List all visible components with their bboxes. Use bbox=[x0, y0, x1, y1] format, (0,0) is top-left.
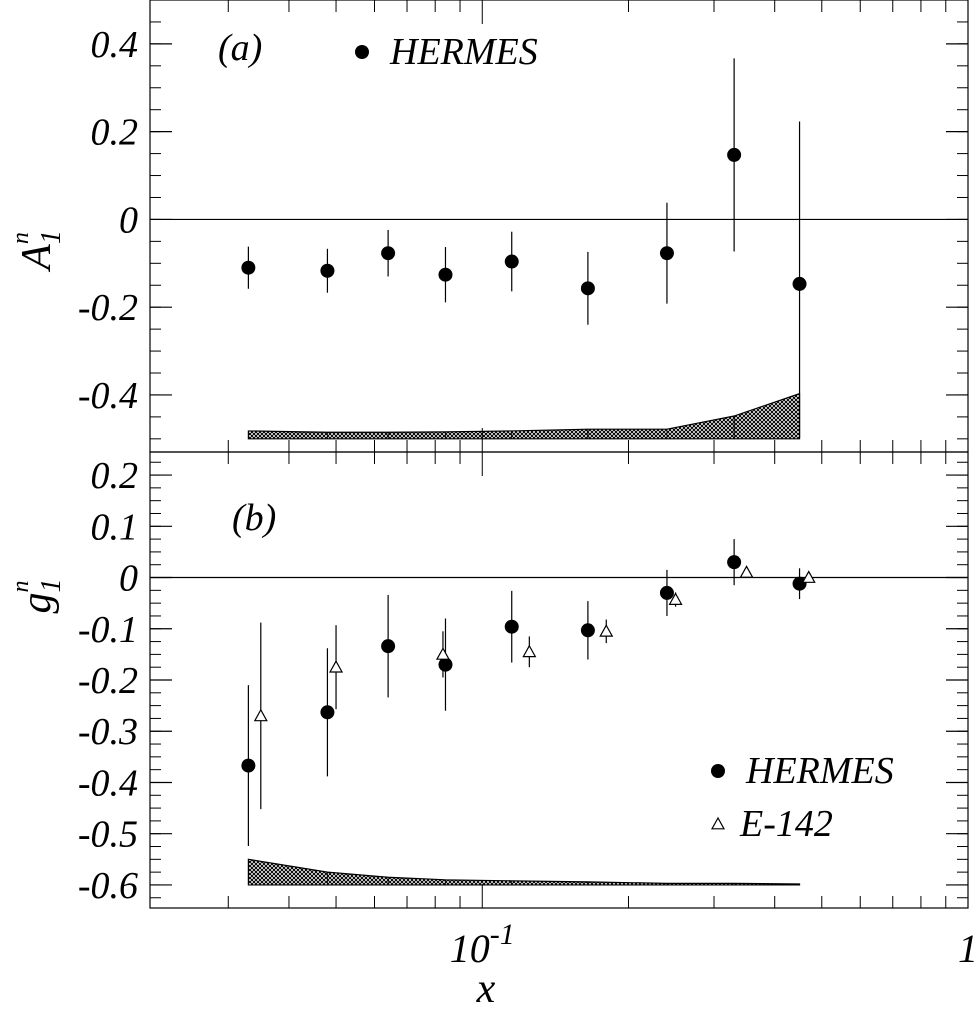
systematic-band bbox=[247, 392, 801, 440]
data-point-e142 bbox=[801, 570, 816, 583]
y-tick-label: 0.4 bbox=[91, 24, 139, 66]
data-point-e142 bbox=[599, 624, 614, 637]
y-axis-label-text: A1n bbox=[8, 230, 67, 273]
y-tick-label: 0 bbox=[119, 558, 138, 600]
text-labels: 0.4 0.2 0 -0.2 -0.4 HERMES (a) A1n 0.2 0.1 0 -0.1 -0… bbox=[8, 24, 976, 1012]
y-tick-label: 0 bbox=[119, 199, 138, 241]
panel-label: (a) bbox=[218, 27, 262, 69]
legend-label: HERMES bbox=[389, 31, 538, 73]
y-tick-label: 0.2 bbox=[91, 112, 139, 154]
data-point-hermes bbox=[659, 246, 674, 261]
data-point-hermes bbox=[727, 147, 742, 162]
y-tick-label: -0.4 bbox=[78, 762, 138, 804]
data-point-hermes bbox=[504, 619, 519, 634]
data-point-e142 bbox=[668, 592, 683, 605]
legend-marker-e142 bbox=[710, 816, 726, 830]
y-tick-label: -0.2 bbox=[78, 287, 138, 329]
data-point-hermes bbox=[659, 585, 674, 600]
data-point-hermes bbox=[438, 657, 453, 672]
y-axis-label: A1n bbox=[8, 230, 67, 273]
data-point-hermes bbox=[438, 267, 453, 282]
x-axis-label: x bbox=[476, 966, 496, 1010]
data-point-hermes bbox=[580, 623, 595, 638]
systematic-bands bbox=[247, 392, 801, 886]
y-tick-label: -0.5 bbox=[78, 814, 138, 856]
axes-frames bbox=[149, 0, 969, 909]
y-tick-label: 0.1 bbox=[91, 506, 139, 548]
legend-marker-hermes bbox=[711, 764, 725, 778]
data-point-e142 bbox=[435, 647, 450, 660]
plot-frame bbox=[149, 0, 969, 453]
data-point-hermes bbox=[320, 263, 335, 278]
data-point-hermes bbox=[504, 254, 519, 269]
data-point-hermes bbox=[381, 639, 396, 654]
data-point-hermes bbox=[792, 276, 807, 291]
data-point-hermes bbox=[241, 260, 256, 275]
y-axis-label: g1n bbox=[8, 579, 67, 614]
data-point-e142 bbox=[253, 708, 268, 722]
legend-label: HERMES bbox=[745, 750, 894, 792]
y-tick-label: -0.4 bbox=[78, 375, 138, 417]
data-point-hermes bbox=[241, 758, 256, 773]
data-points bbox=[241, 58, 816, 847]
data-point-e142 bbox=[739, 565, 754, 578]
y-axis-label-text: g1n bbox=[8, 579, 67, 614]
y-tick-label: 0.2 bbox=[91, 455, 139, 497]
systematic-band bbox=[247, 858, 801, 886]
panel-label: (b) bbox=[232, 497, 276, 539]
x-tick-label: 1 bbox=[958, 926, 976, 971]
y-tick-label: -0.3 bbox=[78, 711, 138, 753]
y-tick-label: -0.1 bbox=[78, 609, 138, 651]
data-point-hermes bbox=[792, 576, 807, 591]
data-point-hermes bbox=[727, 555, 742, 570]
y-tick-label: -0.2 bbox=[78, 660, 138, 702]
data-point-hermes bbox=[580, 281, 595, 296]
y-tick-label: -0.6 bbox=[78, 865, 138, 907]
data-point-hermes bbox=[320, 705, 335, 720]
data-point-hermes bbox=[381, 246, 396, 261]
data-point-e142 bbox=[329, 659, 344, 673]
x-tick-label: 10-1 bbox=[450, 918, 515, 971]
legend-label: E-142 bbox=[739, 803, 833, 845]
legend-marker-hermes bbox=[355, 45, 369, 59]
data-point-e142 bbox=[522, 644, 537, 658]
